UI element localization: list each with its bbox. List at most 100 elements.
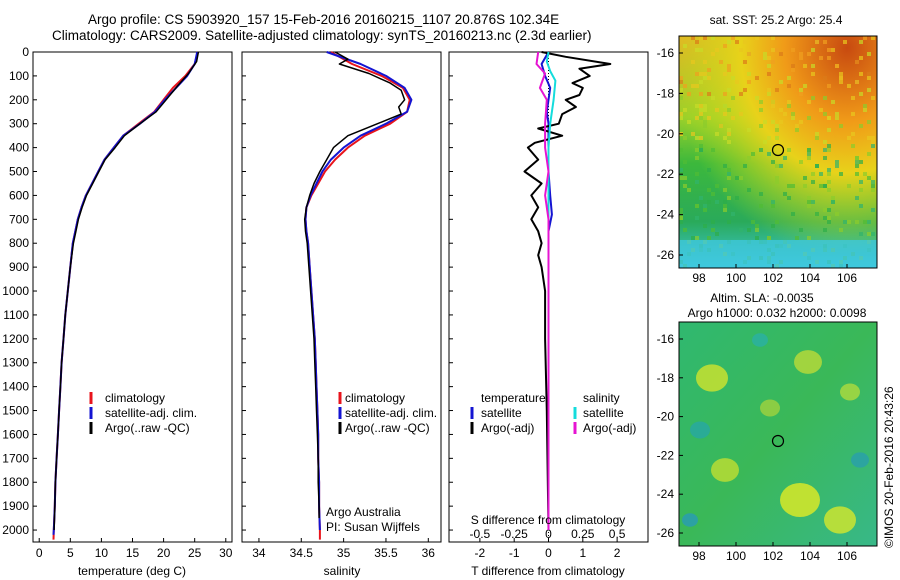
s-difference-label: S difference from climatology xyxy=(471,513,626,527)
sst-pixel xyxy=(687,92,691,96)
sst-pixel xyxy=(679,88,683,92)
sst-pixel xyxy=(695,156,699,160)
sst-pixel xyxy=(799,88,803,92)
sst-pixel xyxy=(807,52,811,56)
x-tick-label: 0.5 xyxy=(609,527,626,541)
x-tick-label: 0 xyxy=(545,546,552,560)
sst-pixel xyxy=(847,136,851,140)
x-tick-label: 2 xyxy=(614,546,621,560)
sst-pixel xyxy=(683,84,687,88)
sst-pixel xyxy=(695,148,699,152)
series-line-2 xyxy=(523,51,612,531)
series-line-4 xyxy=(535,51,550,530)
sst-pixel xyxy=(851,144,855,148)
sst-pixel xyxy=(727,220,731,224)
sst-pixel xyxy=(739,176,743,180)
sst-pixel xyxy=(779,120,783,124)
sla-blob xyxy=(711,458,739,482)
sst-pixel xyxy=(723,188,727,192)
x-tick-label: -0.5 xyxy=(470,527,491,541)
sst-pixel xyxy=(771,100,775,104)
sst-pixel xyxy=(679,80,683,84)
sst-pixel xyxy=(839,228,843,232)
sst-pixel xyxy=(723,200,727,204)
depth-tick-label: 300 xyxy=(9,117,29,131)
sst-pixel xyxy=(791,68,795,72)
sst-pixel xyxy=(863,104,867,108)
sst-pixel xyxy=(867,136,871,140)
sst-pixel xyxy=(815,136,819,140)
series-line-2 xyxy=(52,51,199,535)
map-x-tick-label: 100 xyxy=(726,271,746,285)
sst-pixel xyxy=(727,108,731,112)
sst-pixel xyxy=(775,124,779,128)
map-x-tick-label: 102 xyxy=(763,549,783,563)
sst-pixel xyxy=(815,212,819,216)
sst-pixel xyxy=(731,36,735,40)
map-y-tick-label: -22 xyxy=(657,167,675,181)
sst-pixel xyxy=(775,220,779,224)
sst-pixel xyxy=(687,120,691,124)
sst-pixel xyxy=(703,76,707,80)
sst-pixel xyxy=(811,72,815,76)
sst-pixel xyxy=(827,128,831,132)
sst-pixel xyxy=(727,196,731,200)
sst-pixel xyxy=(751,220,755,224)
sla-map-title-line1: Altim. SLA: -0.0035 xyxy=(710,291,814,305)
sst-pixel xyxy=(707,188,711,192)
sst-pixel xyxy=(683,136,687,140)
sst-pixel xyxy=(687,188,691,192)
series-line-3 xyxy=(303,51,406,519)
sst-pixel xyxy=(807,236,811,240)
sst-pixel-noise xyxy=(679,36,875,268)
sst-pixel xyxy=(867,88,871,92)
map-y-tick-label: -16 xyxy=(657,46,675,60)
sst-pixel xyxy=(859,124,863,128)
sst-pixel xyxy=(771,120,775,124)
sst-pixel xyxy=(787,104,791,108)
map-y-tick-label: -18 xyxy=(657,86,675,100)
sst-pixel xyxy=(783,192,787,196)
sst-pixel xyxy=(731,212,735,216)
sst-pixel xyxy=(823,156,827,160)
sst-pixel xyxy=(819,108,823,112)
sst-pixel xyxy=(703,208,707,212)
sst-pixel xyxy=(695,40,699,44)
sst-pixel xyxy=(799,56,803,60)
sst-pixel xyxy=(847,220,851,224)
sst-pixel xyxy=(771,48,775,52)
sst-pixel xyxy=(743,60,747,64)
sla-blob xyxy=(682,513,698,527)
sst-pixel xyxy=(747,72,751,76)
sst-pixel xyxy=(699,148,703,152)
map-y-tick-label: -18 xyxy=(657,371,675,385)
sst-pixel xyxy=(711,192,715,196)
sst-pixel xyxy=(695,136,699,140)
sla-map-frame xyxy=(678,321,878,547)
map-y-tick-label: -24 xyxy=(657,208,675,222)
sst-pixel xyxy=(871,36,875,40)
sst-pixel xyxy=(767,236,771,240)
salinity-series xyxy=(303,51,413,540)
sst-pixel xyxy=(723,44,727,48)
sst-pixel xyxy=(831,48,835,52)
sst-pixel xyxy=(735,40,739,44)
sst-pixel xyxy=(823,148,827,152)
sst-pixel xyxy=(855,160,859,164)
legend-label-climatology: climatology xyxy=(105,391,165,405)
sst-pixel xyxy=(711,96,715,100)
sst-pixel xyxy=(775,180,779,184)
sst-pixel xyxy=(863,36,867,40)
sst-pixel xyxy=(747,80,751,84)
sst-pixel xyxy=(867,72,871,76)
sla-blob xyxy=(760,399,780,417)
difference-series xyxy=(523,51,612,542)
sst-pixel xyxy=(807,204,811,208)
sst-pixel xyxy=(739,48,743,52)
sst-pixel xyxy=(727,140,731,144)
x-tick-label: 20 xyxy=(157,546,171,560)
sst-pixel xyxy=(683,176,687,180)
sst-pixel xyxy=(823,40,827,44)
x-tick-label: 10 xyxy=(95,546,109,560)
series-line-1 xyxy=(52,51,199,540)
